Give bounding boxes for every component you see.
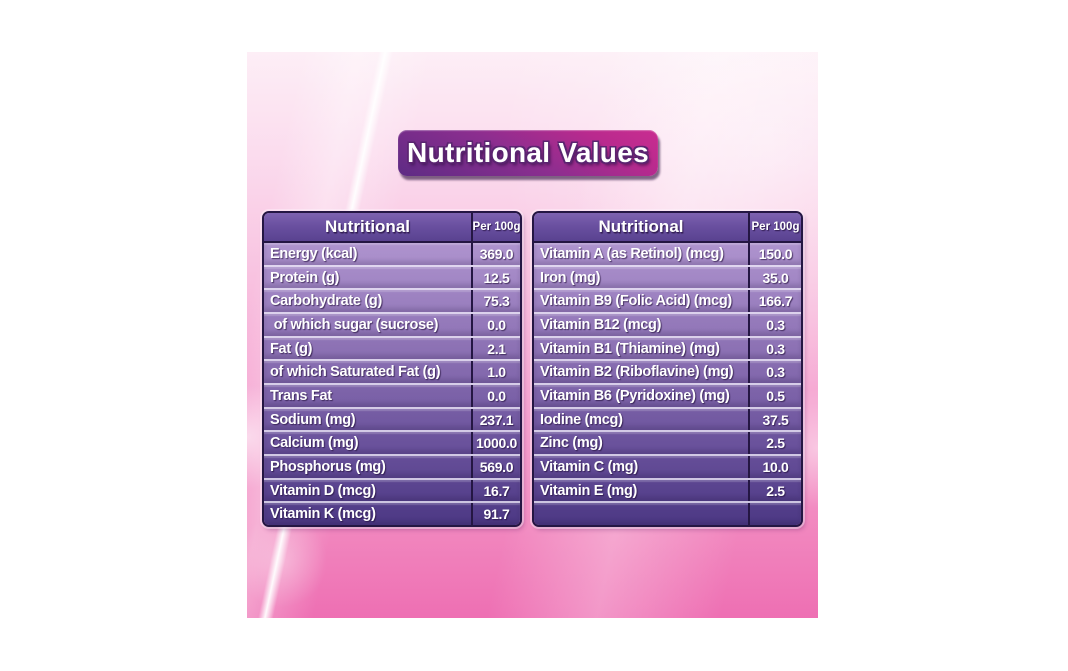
table-row: Trans Fat 0.0 (264, 385, 520, 409)
table-row: Vitamin C (mg) 10.0 (534, 456, 801, 480)
nutrient-value: 37.5 (748, 408, 801, 431)
page-title: Nutritional Values (407, 137, 649, 168)
pink-background-panel: Nutritional Values Nutritional Per 100g … (247, 52, 818, 618)
table-row: Vitamin E (mg) 2.5 (534, 479, 801, 504)
nutrient-value: 569.0 (471, 456, 520, 478)
nutrient-label: Trans Fat (270, 387, 332, 404)
nutrient-label: Zinc (mg) (540, 435, 603, 452)
nutrient-value: 166.7 (748, 290, 801, 313)
nutrient-value: 2.5 (748, 479, 801, 502)
column-header-nutritional: Nutritional (325, 217, 410, 236)
table-row: Vitamin B1 (Thiamine) (mg) 0.3 (534, 337, 801, 362)
nutrient-label: Vitamin B12 (mcg) (540, 316, 662, 333)
nutrient-label: Fat (g) (270, 340, 313, 357)
nutrient-label: Vitamin A (as Retinol) (mcg) (540, 245, 724, 262)
table-row: Iron (mg) 35.0 (534, 266, 801, 291)
nutrient-value: 35.0 (748, 266, 801, 289)
nutrient-label: of which sugar (sucrose) (270, 316, 439, 333)
nutrient-label: of which Saturated Fat (g) (270, 364, 441, 381)
table-row: Protein (g) 12.5 (264, 266, 520, 291)
table-body: Energy (kcal) 369.0 Protein (g) 12.5 Carbohy… (264, 243, 520, 525)
nutrient-label: Calcium (mg) (270, 435, 359, 452)
nutrient-value: 75.3 (471, 290, 520, 313)
table-row: Vitamin K (mcg) 91.7 (264, 503, 520, 525)
nutrient-value: 150.0 (748, 243, 801, 265)
nutrient-value: 2.1 (471, 337, 520, 360)
table-row: Vitamin B2 (Riboflavine) (mg) 0.3 (534, 361, 801, 386)
table-row: Energy (kcal) 369.0 (264, 243, 520, 267)
nutrient-value: 0.0 (471, 314, 520, 336)
nutrient-value (748, 503, 801, 525)
nutrient-value: 16.7 (471, 479, 520, 502)
table-row: Zinc (mg) 2.5 (534, 432, 801, 457)
nutrient-value: 0.3 (748, 361, 801, 384)
nutrient-label: Iodine (mcg) (540, 411, 623, 428)
table-row: Iodine (mcg) 37.5 (534, 408, 801, 433)
table-row: Vitamin B12 (mcg) 0.3 (534, 314, 801, 338)
nutrient-label: Vitamin C (mg) (540, 458, 638, 475)
table-row (534, 503, 801, 525)
nutrient-label: Protein (g) (270, 269, 340, 286)
column-header-per-100g: Per 100g (748, 213, 801, 241)
nutrient-label: Sodium (mg) (270, 411, 356, 428)
nutrient-value: 12.5 (471, 266, 520, 289)
table-header: Nutritional Per 100g (264, 213, 520, 243)
nutrient-value: 237.1 (471, 408, 520, 431)
table-row: Vitamin B9 (Folic Acid) (mcg) 166.7 (534, 290, 801, 315)
table-body: Vitamin A (as Retinol) (mcg) 150.0 Iron (m… (534, 243, 801, 525)
nutrient-value: 1.0 (471, 361, 520, 384)
nutrient-value: 369.0 (471, 243, 520, 265)
nutrient-value: 1000.0 (471, 432, 520, 455)
nutrition-table-left: Nutritional Per 100g Energy (kcal) 369.0 P… (262, 211, 522, 527)
table-row: Vitamin A (as Retinol) (mcg) 150.0 (534, 243, 801, 267)
nutrient-label: Phosphorus (mg) (270, 458, 386, 475)
nutrient-value: 91.7 (471, 503, 520, 525)
table-header: Nutritional Per 100g (534, 213, 801, 243)
nutrient-value: 0.5 (748, 385, 801, 407)
nutrient-label: Vitamin B6 (Pyridoxine) (mg) (540, 387, 730, 404)
nutrient-label: Vitamin D (mcg) (270, 482, 376, 499)
nutrition-table-right: Nutritional Per 100g Vitamin A (as Retin… (532, 211, 803, 527)
nutrient-label: Vitamin B9 (Folic Acid) (mcg) (540, 293, 732, 310)
table-row: Calcium (mg) 1000.0 (264, 432, 520, 457)
table-row: Fat (g) 2.1 (264, 337, 520, 362)
table-row: Vitamin D (mcg) 16.7 (264, 479, 520, 504)
nutrient-value: 0.0 (471, 385, 520, 407)
nutrient-label: Iron (mg) (540, 269, 601, 286)
table-row: of which sugar (sucrose) 0.0 (264, 314, 520, 338)
column-header-nutritional: Nutritional (598, 217, 684, 236)
nutrient-label: Vitamin B1 (Thiamine) (mg) (540, 340, 720, 357)
nutrient-label (534, 503, 748, 525)
nutrient-value: 10.0 (748, 456, 801, 478)
table-row: of which Saturated Fat (g) 1.0 (264, 361, 520, 386)
nutrient-value: 0.3 (748, 337, 801, 360)
nutrient-label: Vitamin E (mg) (540, 482, 638, 499)
table-row: Sodium (mg) 237.1 (264, 408, 520, 433)
nutrient-value: 0.3 (748, 314, 801, 336)
title-banner: Nutritional Values (398, 130, 658, 176)
table-row: Carbohydrate (g) 75.3 (264, 290, 520, 315)
table-row: Phosphorus (mg) 569.0 (264, 456, 520, 480)
nutrient-label: Vitamin B2 (Riboflavine) (mg) (540, 364, 734, 381)
column-header-per-100g: Per 100g (471, 213, 520, 241)
nutrient-label: Vitamin K (mcg) (270, 506, 376, 523)
nutrient-label: Carbohydrate (g) (270, 293, 383, 310)
nutrient-label: Energy (kcal) (270, 245, 358, 262)
table-row: Vitamin B6 (Pyridoxine) (mg) 0.5 (534, 385, 801, 409)
nutrient-value: 2.5 (748, 432, 801, 455)
